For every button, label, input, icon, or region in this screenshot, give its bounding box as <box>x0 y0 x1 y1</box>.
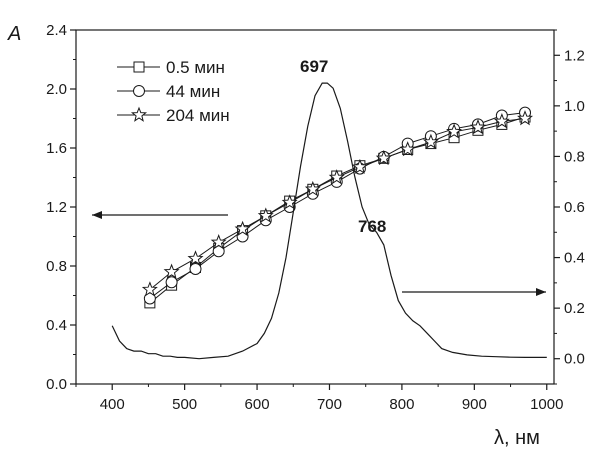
y-left-tick-label-0.8: 0.8 <box>46 258 67 275</box>
x-axis-title: λ, нм <box>494 427 540 449</box>
series-4 <box>111 82 547 360</box>
legend-label: 0.5 мин <box>166 58 225 77</box>
legend-marker <box>133 61 145 73</box>
y-left-tick-label-0.0: 0.0 <box>46 376 67 393</box>
y-left-tick-label-0.4: 0.4 <box>46 317 67 334</box>
series-line-1 <box>149 116 526 304</box>
series-1 <box>144 111 531 309</box>
y-right-tick-label-0.2: 0.2 <box>564 300 585 317</box>
legend-marker <box>130 106 148 122</box>
series-2 <box>143 106 532 305</box>
y-left-tick-label-1.2: 1.2 <box>46 199 67 216</box>
axes-layer: 400 500 600 700 800 900 1000 0.0 0.4 0.8 1.2 1.6 2.0… <box>46 22 585 413</box>
legend-entry-3: 204 мин <box>117 106 230 125</box>
series-line-4 <box>111 82 547 360</box>
y-right-tick-label-0.8: 0.8 <box>564 148 585 165</box>
y-left-tick-label-2.0: 2.0 <box>46 81 67 98</box>
series-3-point <box>422 133 439 149</box>
series-3-point <box>141 281 158 297</box>
legend-label: 44 мин <box>166 82 220 101</box>
x-tick-label-400: 400 <box>100 396 125 413</box>
y-axis-title: A <box>7 23 21 45</box>
left-axis-arrow-head <box>92 211 102 219</box>
series-3-point <box>210 233 227 250</box>
series-3-point <box>234 220 251 236</box>
legend-entry-1: 0.5 мин <box>117 58 225 77</box>
y-right-tick-label-0.0: 0.0 <box>564 351 585 368</box>
right-axis-arrow-head <box>536 288 546 296</box>
plot-frame <box>75 29 555 385</box>
x-tick-label-500: 500 <box>172 396 197 413</box>
legend-label: 204 мин <box>166 106 230 125</box>
series-line-3 <box>149 118 526 290</box>
y-right-tick-label-0.4: 0.4 <box>564 250 585 267</box>
x-tick-label-600: 600 <box>245 396 270 413</box>
y-right-tick-label-0.6: 0.6 <box>564 199 585 216</box>
series-3-point <box>399 141 416 157</box>
x-tick-label-1000: 1000 <box>530 396 563 413</box>
series-3-point <box>469 119 486 135</box>
legend: 0.5 мин 44 мин 204 мин <box>117 58 230 125</box>
y-right-tick-label-1.0: 1.0 <box>564 98 585 115</box>
series-3-point <box>493 112 510 129</box>
series-3-point <box>517 110 534 126</box>
curves-layer <box>111 82 547 360</box>
x-tick-label-700: 700 <box>317 396 342 413</box>
y-left-tick-label-1.6: 1.6 <box>46 140 67 157</box>
series-2-point <box>165 276 178 289</box>
series-3-point <box>446 123 463 139</box>
y-left-tick-label-2.4: 2.4 <box>46 22 67 39</box>
legend-marker <box>133 85 145 97</box>
series-line-2 <box>149 112 526 299</box>
series-2-point <box>189 262 202 275</box>
series-3-point <box>163 263 180 279</box>
series-3-point <box>257 207 274 223</box>
x-tick-label-900: 900 <box>462 396 487 413</box>
left-axis-arrow <box>92 211 228 219</box>
legend-entry-2: 44 мин <box>117 82 220 101</box>
series-3-point <box>187 250 204 266</box>
annotation-shoulder-768: 768 <box>358 217 386 236</box>
series-3 <box>141 110 534 297</box>
series-3-point <box>328 169 345 185</box>
series-3-point <box>304 180 321 197</box>
series-3-point <box>351 158 368 174</box>
series-3-point <box>375 149 392 166</box>
y-right-tick-label-1.2: 1.2 <box>564 47 585 64</box>
labels-layer: A λ, нм 697 768 <box>7 23 540 449</box>
annotation-peak-697: 697 <box>300 57 328 76</box>
right-axis-arrow <box>402 288 546 296</box>
x-tick-label-800: 800 <box>389 396 414 413</box>
